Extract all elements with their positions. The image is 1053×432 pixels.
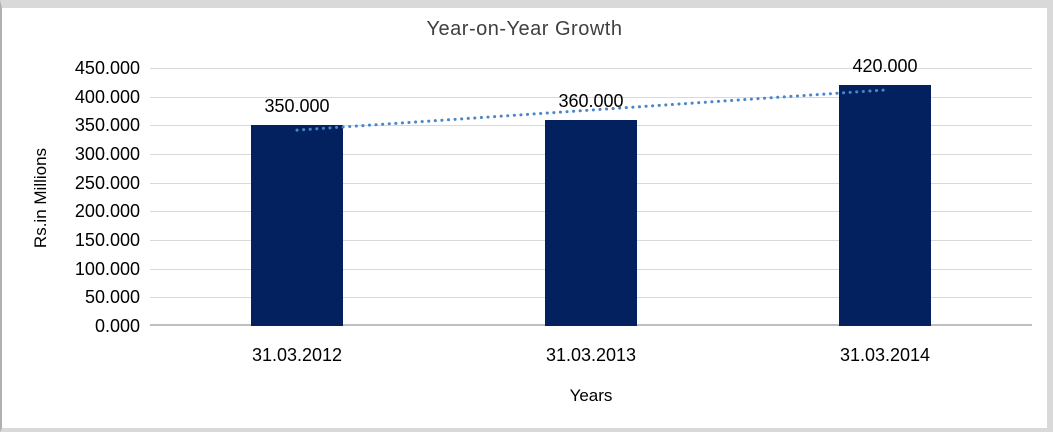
y-tick-label: 250.000: [74, 172, 140, 193]
y-tick-label: 50.000: [84, 287, 140, 308]
bar: [251, 125, 343, 326]
y-tick-label: 200.000: [74, 201, 140, 222]
bar-chart: Year-on-Year Growth Rs.in Millions 0.000…: [2, 8, 1047, 428]
y-tick-label: 100.000: [74, 258, 140, 279]
x-tick-label: 31.03.2012: [251, 345, 343, 365]
y-axis-title: Rs.in Millions: [31, 147, 50, 249]
y-tick-label: 0.000: [94, 316, 140, 336]
bar-value-label: 360.000: [558, 90, 624, 111]
gridline: [150, 68, 1032, 69]
x-tick-label: 31.03.2014: [839, 345, 931, 365]
y-tick-label: 450.000: [74, 58, 140, 78]
x-axis-title: Years: [569, 386, 613, 405]
y-tick-label: 400.000: [74, 86, 140, 107]
bar: [545, 119, 637, 326]
bar-value-label: 420.000: [852, 56, 918, 77]
y-tick-label: 300.000: [74, 144, 140, 164]
bar: [839, 85, 931, 326]
gridline: [150, 96, 1032, 98]
plot-area: 350.000 360.000 420.000: [150, 56, 1032, 326]
bar-value-label: 350.000: [264, 96, 330, 117]
trendline: [295, 88, 887, 132]
chart-title: Year-on-Year Growth: [426, 18, 623, 40]
x-tick-label: 31.03.2013: [545, 345, 637, 365]
y-tick-label: 150.000: [74, 230, 140, 250]
y-tick-label: 350.000: [74, 115, 140, 136]
